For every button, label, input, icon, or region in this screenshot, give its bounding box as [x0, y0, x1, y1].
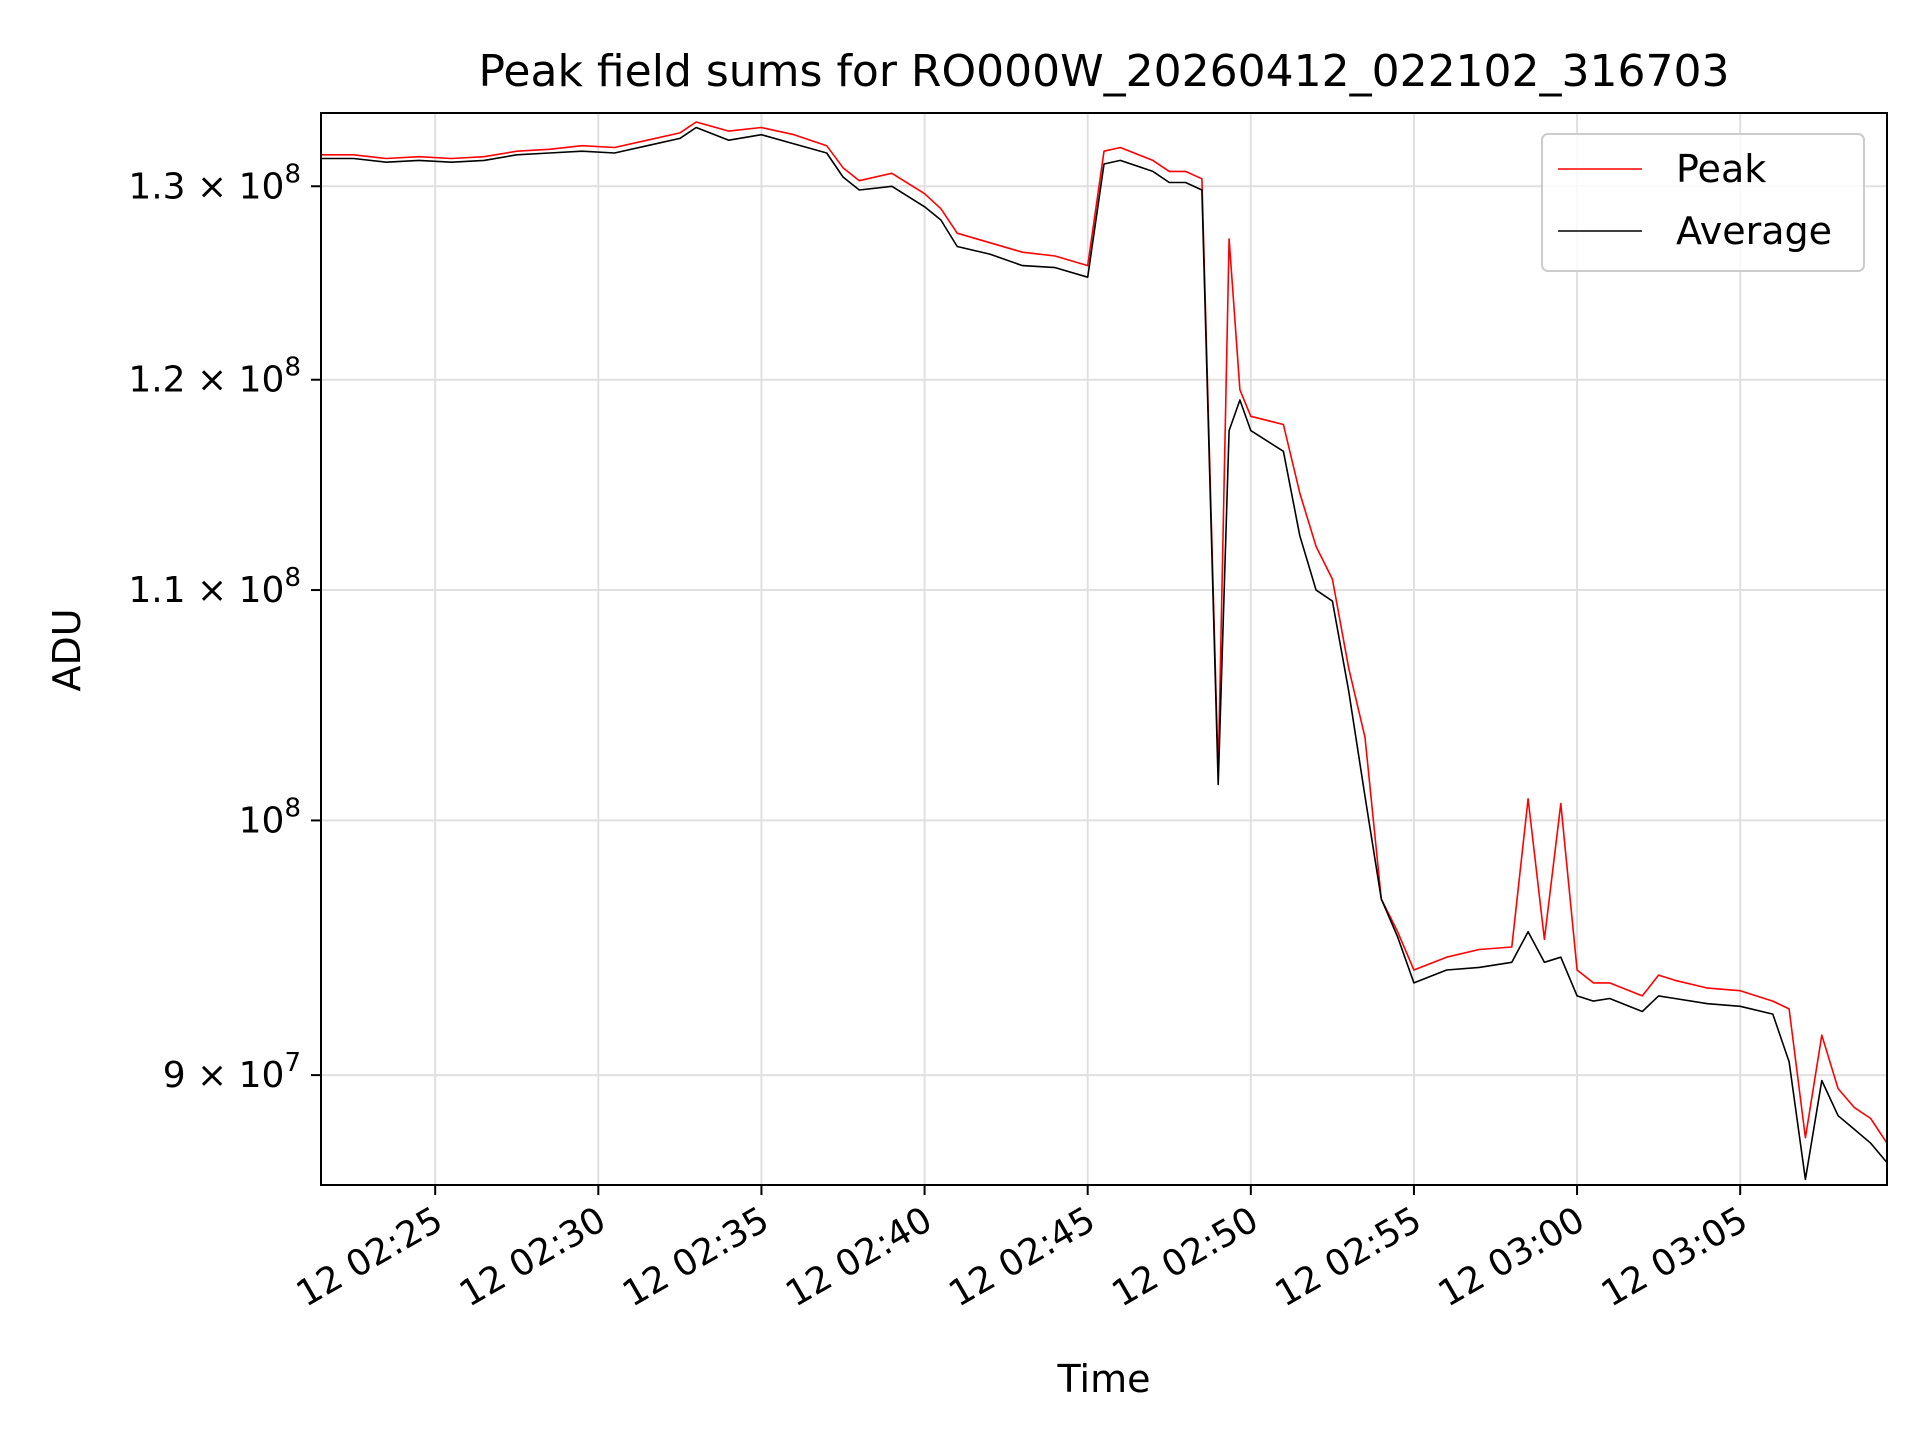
x-axis-label: Time	[1057, 1357, 1151, 1401]
y-tick-label: 1.2 × 108	[128, 353, 301, 401]
y-axis-ticks: 9 × 107 108 1.1 × 108 1.2 × 108 1.3 × 108	[128, 159, 321, 1096]
series-line-average	[321, 126, 1888, 1181]
grid	[321, 113, 1887, 1185]
series-line-peak	[321, 121, 1888, 1144]
y-tick-label: 1.1 × 108	[128, 563, 301, 611]
series-lines	[321, 121, 1888, 1181]
plot-frame	[320, 112, 1888, 1186]
y-tick-label: 108	[239, 793, 301, 841]
legend: Peak Average	[1541, 133, 1865, 272]
chart-title: Peak field sums for RO000W_20260412_0221…	[478, 46, 1729, 97]
y-tick-label: 9 × 107	[163, 1048, 301, 1096]
legend-label-average: Average	[1676, 209, 1832, 253]
legend-label-peak: Peak	[1676, 147, 1766, 191]
y-tick-label: 1.3 × 108	[128, 159, 301, 207]
y-axis-label: ADU	[45, 608, 89, 691]
